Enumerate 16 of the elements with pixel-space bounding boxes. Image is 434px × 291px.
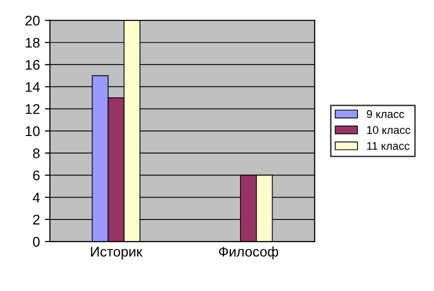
x-tick-label: Историк	[91, 246, 142, 260]
legend-label: 10 класс	[367, 126, 410, 134]
y-tick-label: 4	[32, 192, 40, 202]
y-tick-label: 16	[26, 60, 40, 70]
y-tick-label: 10	[26, 126, 40, 136]
y-tick-label: 6	[33, 170, 40, 180]
legend-label: 11 класс	[367, 142, 410, 150]
y-tick-label: 2	[33, 214, 40, 224]
y-tick-label: 0	[33, 236, 40, 247]
y-tick-label: 14	[26, 82, 40, 92]
y-tick-label: 12	[26, 104, 40, 114]
y-tick-label: 18	[26, 38, 40, 48]
x-tick-label: Философ	[218, 246, 278, 260]
y-tick-label: 8	[33, 148, 40, 158]
legend-label: 9 класс	[366, 110, 404, 118]
y-tick-label: 20	[25, 16, 40, 26]
